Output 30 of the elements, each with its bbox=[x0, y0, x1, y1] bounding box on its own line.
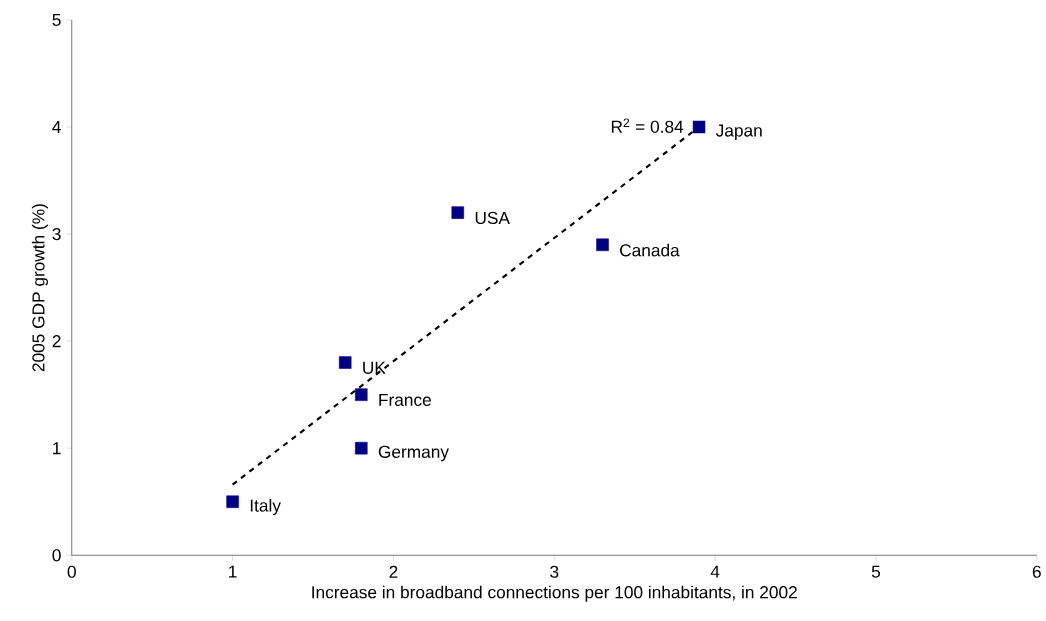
point bbox=[355, 388, 368, 401]
point bbox=[451, 206, 465, 219]
y-tick-label: 3 bbox=[52, 227, 61, 241]
x-axis-title: Increase in broadband connections per 100 inhabitants, in 2002 bbox=[312, 585, 797, 602]
x-tick-label: 3 bbox=[550, 565, 559, 578]
y-tick-label: 1 bbox=[53, 442, 61, 455]
annotation: Germany bbox=[378, 445, 449, 462]
y-tick-label: 5 bbox=[52, 13, 61, 26]
x-tick-label: 2 bbox=[389, 565, 398, 578]
annotation: Japan bbox=[715, 124, 762, 141]
y-tick-label: 0 bbox=[52, 549, 61, 562]
annotation: Italy bbox=[250, 498, 281, 516]
x-tick-label: 0 bbox=[67, 565, 76, 578]
x-tick-label: 5 bbox=[871, 565, 881, 578]
y-axis-title: 2005 GDP growth (%) bbox=[31, 204, 48, 372]
x-tick-label: 6 bbox=[1032, 565, 1041, 578]
x-tick-label: 1 bbox=[229, 565, 237, 578]
point bbox=[596, 238, 609, 251]
annotation: Canada bbox=[620, 243, 680, 257]
y-tick-label: 4 bbox=[52, 121, 61, 133]
point bbox=[338, 356, 352, 369]
point bbox=[692, 120, 706, 134]
y-tick-label: 2 bbox=[52, 335, 61, 348]
point bbox=[355, 441, 368, 455]
point bbox=[226, 495, 239, 508]
annotation: USA bbox=[475, 211, 510, 225]
annotation: UK bbox=[363, 361, 386, 374]
x-tick-label: 4 bbox=[710, 565, 720, 578]
annotation: France bbox=[379, 393, 431, 406]
annotation: R$^{2}$ = 0.84 bbox=[611, 118, 684, 133]
